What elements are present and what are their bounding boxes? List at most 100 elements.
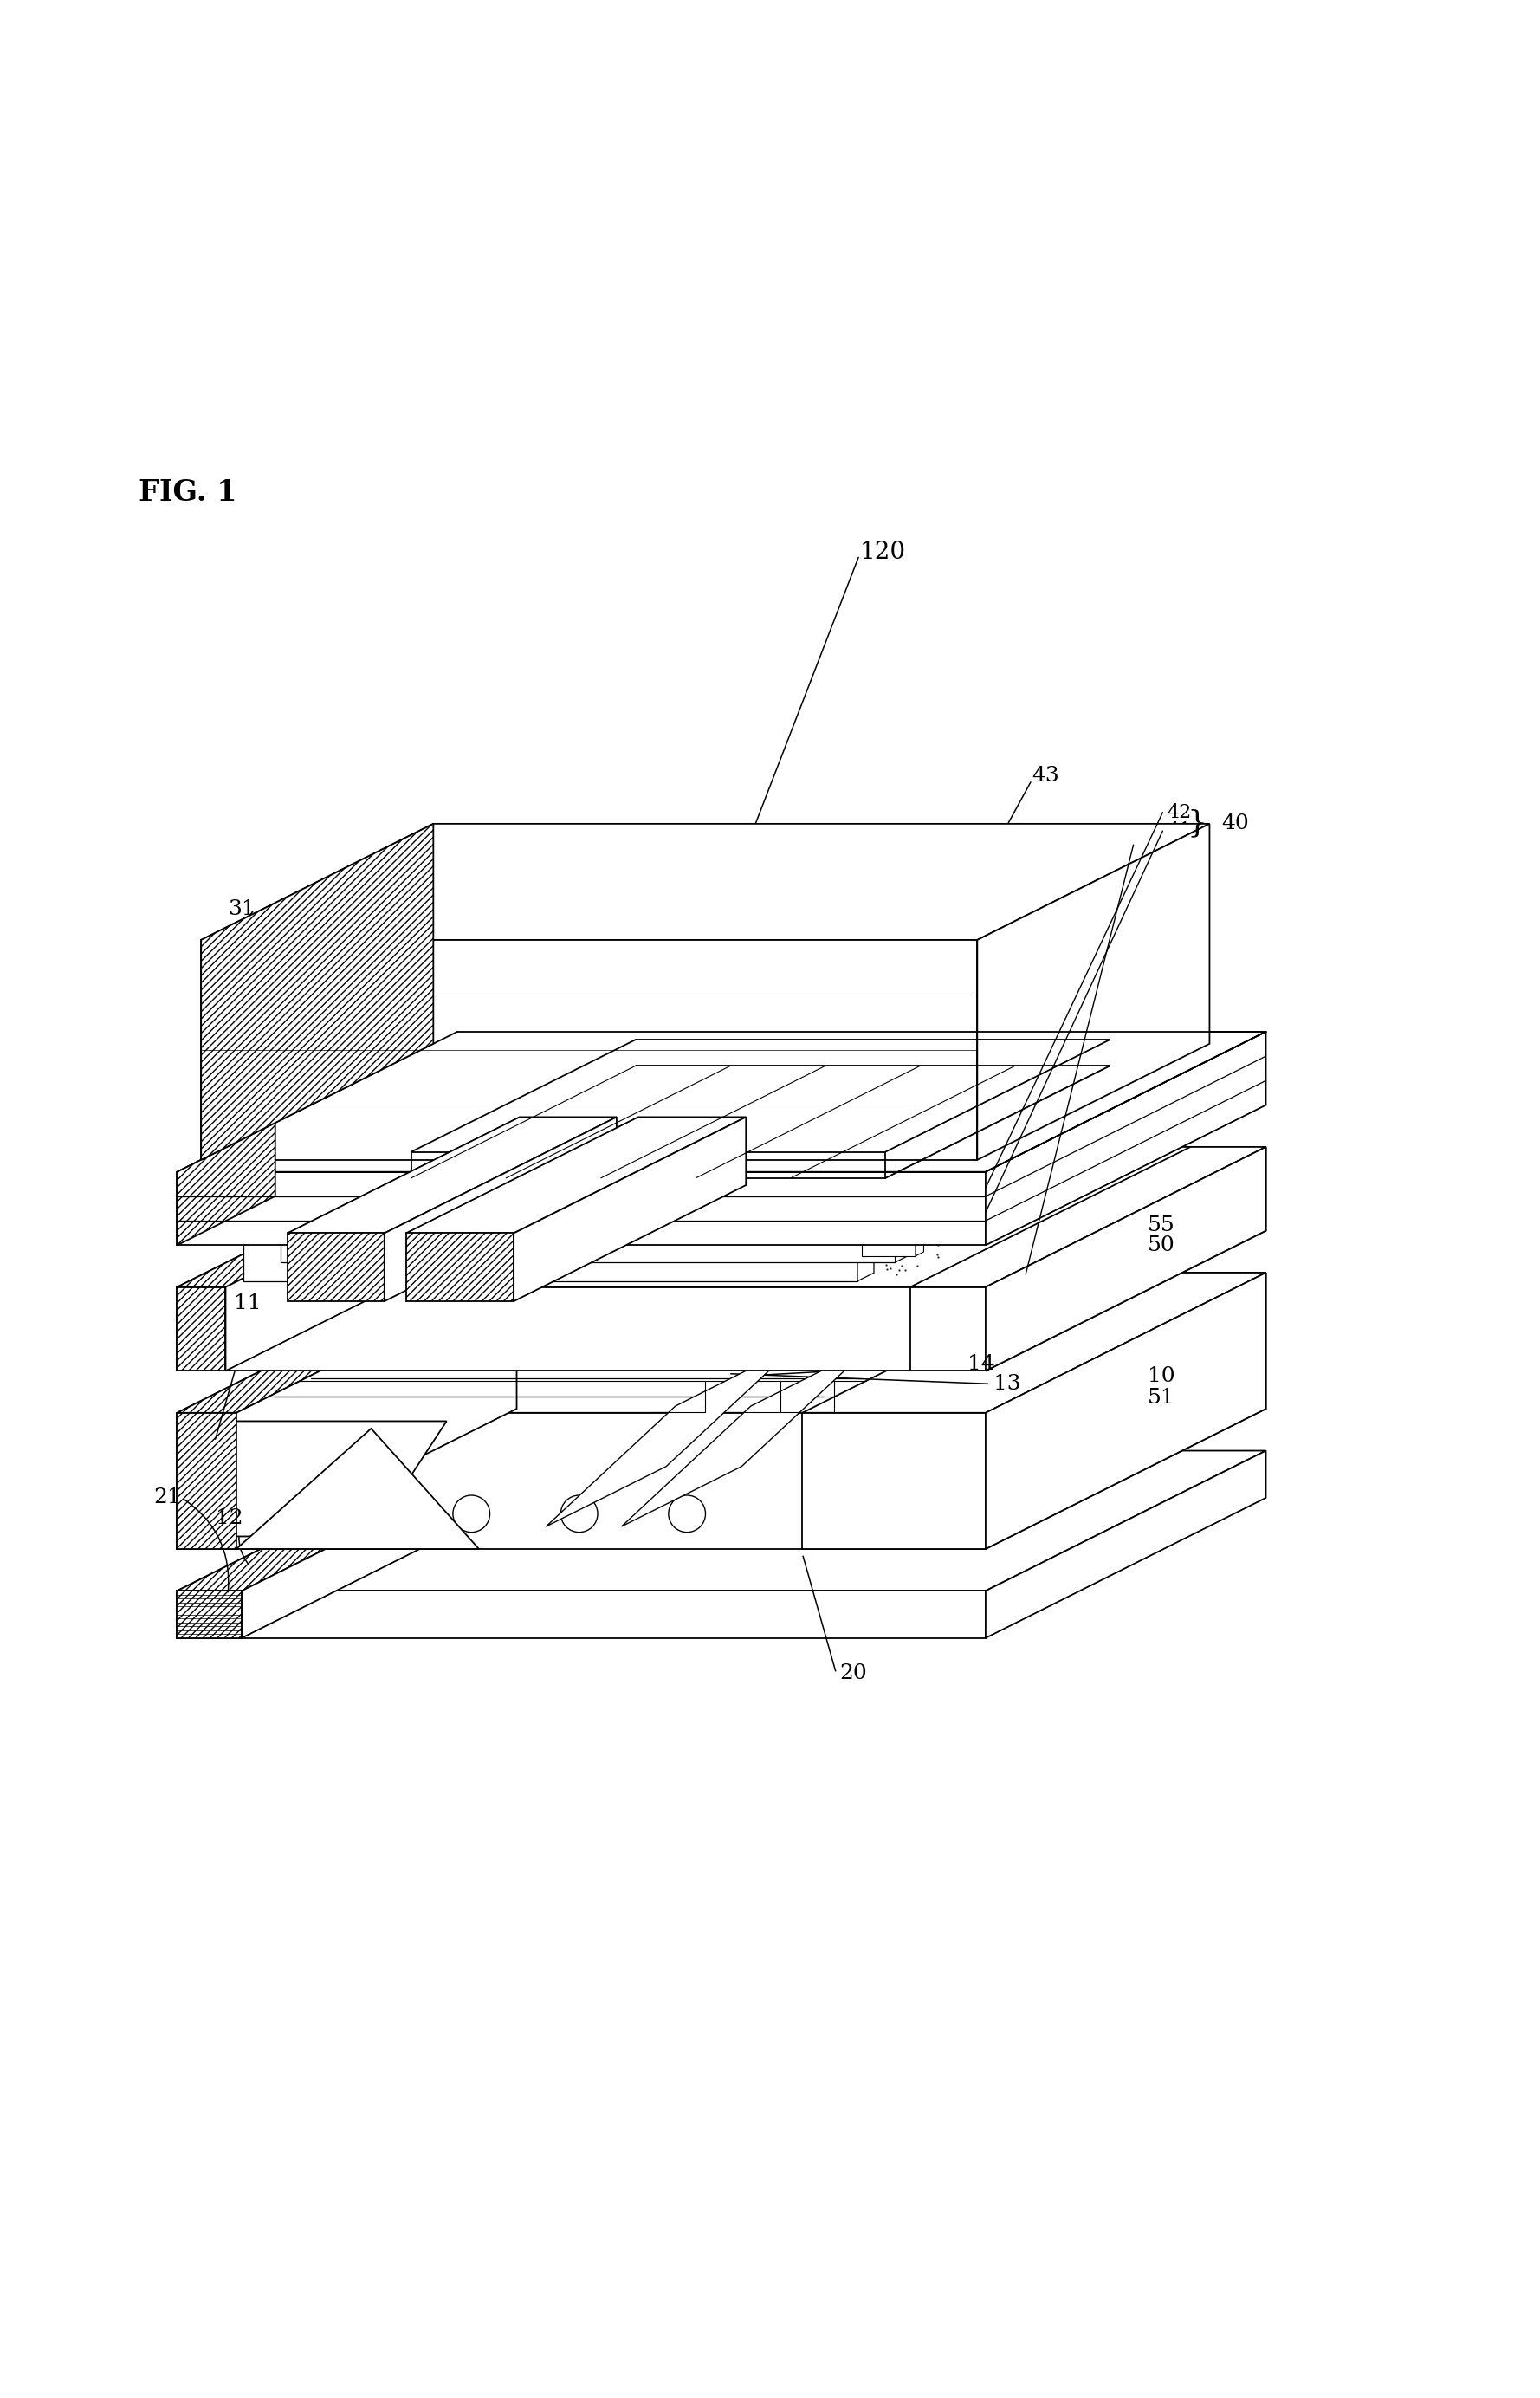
Polygon shape (1029, 1170, 1036, 1199)
Polygon shape (470, 1110, 1084, 1168)
Polygon shape (986, 1273, 1266, 1549)
Polygon shape (933, 1177, 950, 1242)
Text: 42: 42 (1167, 803, 1192, 823)
Polygon shape (280, 1204, 895, 1261)
Polygon shape (356, 1168, 970, 1225)
Polygon shape (970, 1158, 987, 1225)
Polygon shape (177, 1412, 237, 1549)
Polygon shape (202, 825, 433, 1161)
Polygon shape (288, 1233, 385, 1302)
Polygon shape (177, 1288, 225, 1372)
Polygon shape (225, 1146, 505, 1372)
Polygon shape (802, 1412, 986, 1549)
Polygon shape (986, 1146, 1266, 1372)
Polygon shape (978, 825, 1209, 1161)
Polygon shape (177, 1590, 986, 1638)
Polygon shape (470, 1103, 1101, 1110)
Polygon shape (394, 1139, 1026, 1149)
Polygon shape (407, 1233, 514, 1302)
Polygon shape (986, 1273, 1266, 1549)
Polygon shape (861, 1230, 915, 1257)
Polygon shape (177, 1412, 986, 1549)
Text: 21: 21 (154, 1487, 182, 1508)
Text: 60(60a): 60(60a) (1012, 1153, 1083, 1168)
Polygon shape (177, 1273, 517, 1412)
Polygon shape (243, 1216, 873, 1223)
Polygon shape (177, 1146, 1266, 1288)
Polygon shape (202, 825, 1209, 940)
Text: 31: 31 (228, 899, 256, 918)
Polygon shape (431, 1120, 1063, 1129)
Polygon shape (177, 1146, 505, 1288)
Text: 13: 13 (993, 1374, 1021, 1393)
Polygon shape (243, 1223, 858, 1281)
Text: 14: 14 (967, 1355, 995, 1374)
Polygon shape (1046, 1120, 1063, 1187)
Polygon shape (910, 1288, 986, 1372)
Polygon shape (237, 1429, 479, 1549)
Polygon shape (319, 1185, 933, 1242)
Text: FIG. 1: FIG. 1 (139, 477, 237, 506)
Polygon shape (242, 1451, 522, 1638)
Polygon shape (177, 1288, 986, 1372)
Text: 51: 51 (1147, 1388, 1175, 1408)
Polygon shape (915, 1225, 924, 1257)
Polygon shape (990, 1187, 999, 1218)
Polygon shape (936, 1187, 999, 1192)
Text: 50: 50 (1147, 1235, 1175, 1254)
Polygon shape (802, 1273, 1266, 1412)
Polygon shape (356, 1158, 987, 1168)
Polygon shape (936, 1192, 990, 1218)
Polygon shape (288, 1117, 616, 1233)
Polygon shape (899, 1211, 953, 1237)
Text: 30: 30 (1137, 835, 1164, 854)
Text: 10: 10 (1147, 1367, 1175, 1386)
Polygon shape (177, 1173, 986, 1245)
Polygon shape (1084, 1103, 1101, 1168)
Polygon shape (177, 1451, 522, 1590)
Polygon shape (547, 1345, 796, 1528)
Text: 43: 43 (1032, 765, 1060, 787)
Polygon shape (953, 1206, 961, 1237)
Text: 90(90a): 90(90a) (1012, 1175, 1083, 1189)
Polygon shape (1009, 1139, 1026, 1206)
Polygon shape (622, 1345, 872, 1528)
Text: 11: 11 (234, 1295, 262, 1314)
Text: 32: 32 (454, 974, 482, 993)
Polygon shape (975, 1173, 1029, 1199)
Polygon shape (177, 1273, 1266, 1412)
Text: 20: 20 (839, 1664, 867, 1683)
Text: 55: 55 (1147, 1216, 1175, 1235)
Polygon shape (177, 1122, 276, 1245)
Polygon shape (237, 1422, 447, 1537)
Polygon shape (899, 1206, 961, 1211)
Text: 120: 120 (859, 540, 906, 564)
Polygon shape (895, 1197, 912, 1261)
Text: 100: 100 (733, 1120, 775, 1139)
Polygon shape (910, 1146, 1266, 1288)
Polygon shape (861, 1225, 924, 1230)
Polygon shape (280, 1197, 912, 1204)
Polygon shape (986, 1146, 1266, 1372)
Polygon shape (975, 1170, 1036, 1173)
Text: 41: 41 (1167, 823, 1192, 839)
Polygon shape (319, 1177, 950, 1185)
Polygon shape (394, 1149, 1009, 1206)
Polygon shape (986, 1451, 1266, 1638)
Polygon shape (177, 1590, 242, 1638)
Text: 33: 33 (308, 938, 336, 957)
Polygon shape (431, 1129, 1046, 1187)
Polygon shape (237, 1273, 517, 1549)
Polygon shape (202, 940, 978, 1161)
Text: 12: 12 (216, 1508, 243, 1528)
Text: 300: 300 (679, 1101, 721, 1122)
Text: 40: 40 (1221, 813, 1249, 832)
Polygon shape (177, 1031, 1266, 1173)
Polygon shape (385, 1117, 616, 1302)
Polygon shape (177, 1451, 1266, 1590)
Polygon shape (986, 1031, 1266, 1245)
Polygon shape (407, 1117, 745, 1233)
Polygon shape (858, 1216, 873, 1281)
Polygon shape (514, 1117, 745, 1302)
Text: }: } (1187, 808, 1207, 837)
